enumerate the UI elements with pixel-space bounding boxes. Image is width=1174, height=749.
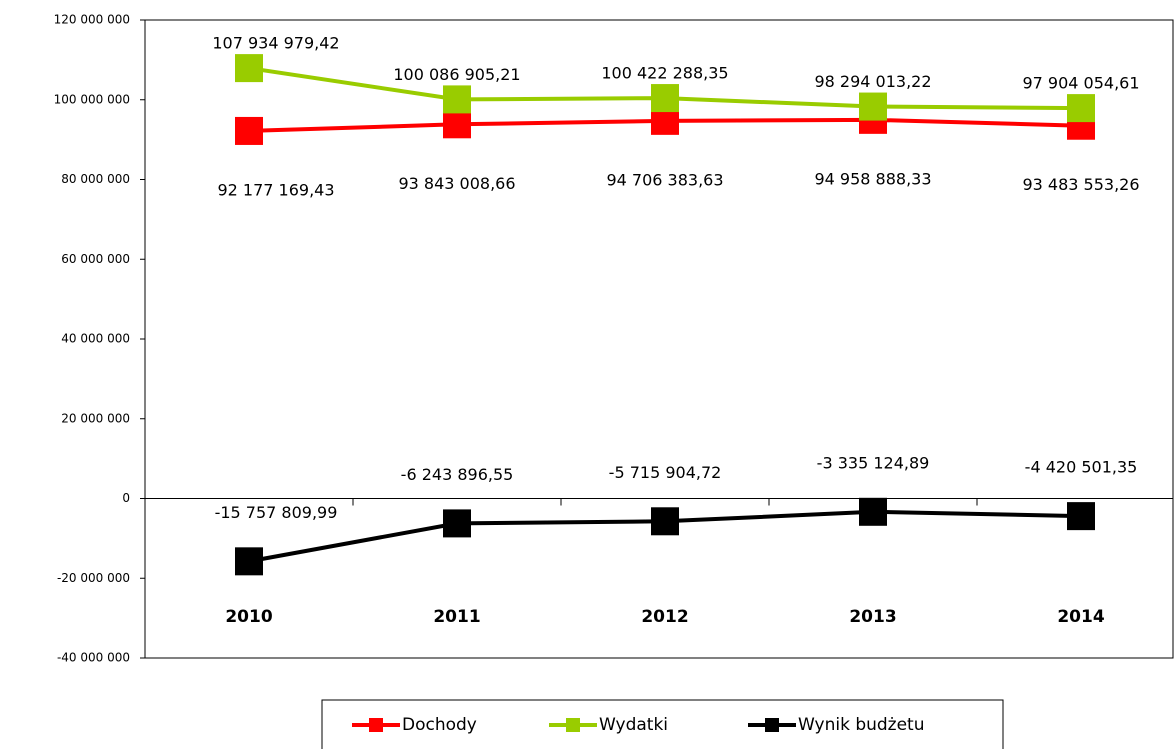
data-label: 93 483 553,26 bbox=[1022, 175, 1139, 194]
data-label: 100 422 288,35 bbox=[601, 64, 728, 83]
marker bbox=[1067, 502, 1095, 531]
data-label: 92 177 169,43 bbox=[217, 180, 334, 199]
y-tick-label: -20 000 000 bbox=[57, 571, 130, 585]
marker bbox=[1067, 94, 1095, 123]
marker bbox=[859, 92, 887, 121]
marker bbox=[651, 507, 679, 536]
x-tick-label: 2011 bbox=[433, 607, 480, 627]
legend-marker bbox=[566, 718, 580, 732]
x-tick-label: 2012 bbox=[641, 607, 688, 627]
legend-label: Wydatki bbox=[599, 715, 668, 735]
legend-label: Wynik budżetu bbox=[798, 715, 925, 735]
marker bbox=[235, 54, 263, 83]
y-tick-label: 20 000 000 bbox=[61, 411, 130, 425]
marker bbox=[651, 84, 679, 113]
legend-marker bbox=[765, 718, 779, 732]
data-label: -5 715 904,72 bbox=[609, 463, 722, 482]
data-label: -6 243 896,55 bbox=[401, 465, 514, 484]
marker bbox=[443, 85, 471, 114]
marker bbox=[235, 547, 263, 576]
data-label: 93 843 008,66 bbox=[398, 174, 515, 193]
legend-box bbox=[321, 699, 1004, 749]
x-tick-label: 2013 bbox=[849, 607, 896, 627]
data-label: 100 086 905,21 bbox=[393, 65, 520, 84]
x-tick-label: 2010 bbox=[225, 607, 272, 627]
data-label: 97 904 054,61 bbox=[1022, 74, 1139, 93]
data-label: 107 934 979,42 bbox=[212, 34, 339, 53]
y-tick-label: 60 000 000 bbox=[61, 252, 130, 266]
marker bbox=[443, 110, 471, 139]
marker bbox=[235, 116, 263, 145]
y-tick-label: 120 000 000 bbox=[54, 13, 130, 27]
data-label: -15 757 809,99 bbox=[215, 503, 338, 522]
data-label: 98 294 013,22 bbox=[814, 72, 931, 91]
marker bbox=[859, 497, 887, 526]
data-label: 94 706 383,63 bbox=[606, 170, 723, 189]
y-tick-label: 0 bbox=[122, 491, 130, 505]
data-label: -4 420 501,35 bbox=[1025, 458, 1138, 477]
y-tick-label: -40 000 000 bbox=[57, 651, 130, 665]
legend-label: Dochody bbox=[402, 715, 477, 735]
legend-marker bbox=[369, 718, 383, 732]
y-tick-label: 40 000 000 bbox=[61, 332, 130, 346]
y-tick-label: 80 000 000 bbox=[61, 172, 130, 186]
marker bbox=[443, 509, 471, 538]
data-label: 94 958 888,33 bbox=[814, 169, 931, 188]
y-tick-label: 100 000 000 bbox=[54, 92, 130, 106]
data-label: -3 335 124,89 bbox=[817, 453, 930, 472]
x-tick-label: 2014 bbox=[1057, 607, 1104, 627]
